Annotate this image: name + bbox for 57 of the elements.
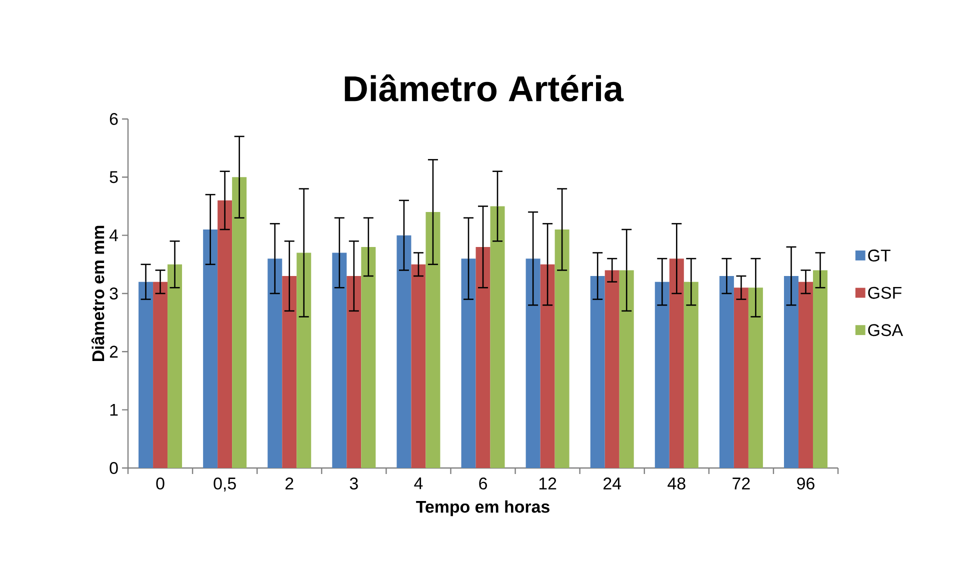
legend-label: GT — [868, 250, 890, 262]
x-tick-label: 48 — [668, 478, 686, 490]
y-tick-label: 1 — [110, 404, 118, 416]
bar — [619, 270, 634, 468]
bar — [232, 177, 247, 468]
bar — [268, 258, 282, 468]
x-tick-label: 6 — [479, 478, 487, 490]
bar — [461, 258, 476, 468]
y-tick-label: 6 — [110, 112, 118, 125]
bar — [812, 270, 828, 468]
legend-label: GSA — [868, 324, 904, 336]
x-axis-title: Tempo em horas — [416, 500, 550, 516]
bar — [218, 200, 232, 468]
x-tick-label: 0 — [156, 478, 164, 490]
bar — [654, 282, 670, 468]
bar — [296, 252, 312, 468]
bar — [346, 276, 362, 468]
bar — [138, 282, 154, 468]
y-tick-label: 3 — [110, 287, 118, 300]
bar — [153, 282, 168, 468]
bar — [476, 246, 490, 468]
y-tick-label: 2 — [110, 346, 118, 358]
bar — [332, 252, 347, 468]
bar — [282, 276, 297, 468]
x-tick-label: 96 — [797, 478, 814, 490]
bar — [554, 230, 570, 468]
bar — [784, 276, 798, 468]
bar — [719, 276, 734, 468]
bar — [411, 264, 426, 468]
bar — [168, 264, 182, 468]
x-tick-label: 72 — [732, 478, 750, 490]
bar — [361, 246, 376, 468]
y-tick-label: 4 — [109, 229, 118, 242]
bar — [396, 235, 412, 468]
bar — [734, 288, 748, 468]
y-tick-label: 0 — [110, 462, 118, 474]
y-axis-title: Diâmetro em mm — [91, 226, 104, 362]
bar — [748, 288, 763, 468]
x-tick-label: 2 — [286, 478, 294, 490]
bar — [684, 282, 698, 468]
x-tick-label: 24 — [604, 478, 622, 490]
bar — [540, 264, 555, 468]
bar — [604, 270, 620, 468]
legend-label: GSF — [868, 286, 902, 299]
y-tick-label: 5 — [110, 171, 118, 184]
x-tick-label: 3 — [350, 478, 358, 490]
x-tick-label: 12 — [539, 478, 556, 490]
x-tick-label: 4 — [414, 478, 423, 490]
bar — [203, 230, 218, 468]
bar — [490, 206, 505, 468]
bar — [798, 282, 813, 468]
bar — [669, 258, 684, 468]
bar — [426, 212, 440, 468]
bar — [526, 258, 540, 468]
chart-title: Diâmetro Artéria — [344, 74, 624, 102]
bar — [590, 276, 605, 468]
x-tick-label: 0,5 — [214, 478, 236, 492]
